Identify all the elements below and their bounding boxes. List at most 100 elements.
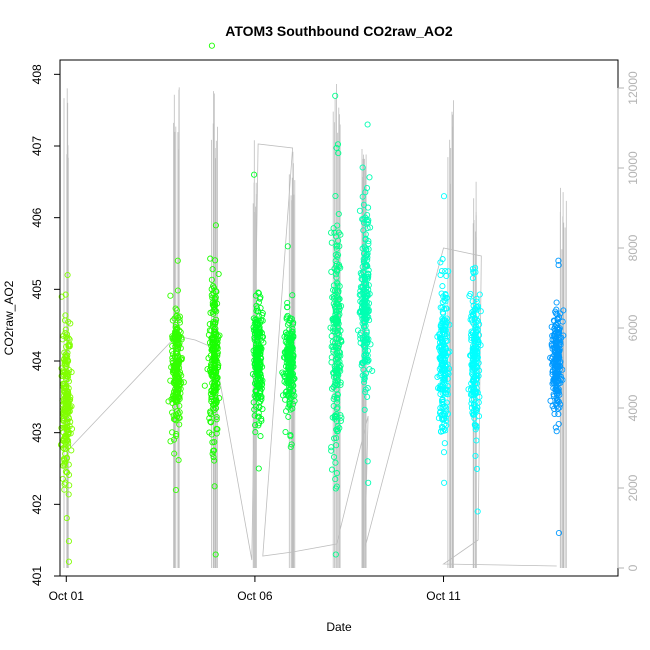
data-point: [252, 292, 259, 299]
data-point: [167, 438, 174, 445]
data-point: [441, 356, 448, 363]
data-point: [65, 491, 72, 498]
data-point: [173, 383, 180, 391]
data-point: [365, 204, 372, 211]
data-point: [335, 313, 342, 320]
data-point: [334, 391, 341, 398]
data-point: [333, 274, 340, 281]
data-point: [439, 283, 446, 290]
data-point: [354, 327, 362, 334]
data-point: [362, 293, 369, 300]
data-point: [473, 465, 481, 472]
data-point: [440, 376, 447, 383]
data-point: [176, 358, 183, 365]
data-point: [174, 257, 181, 264]
data-point: [285, 330, 292, 337]
data-point: [62, 357, 69, 364]
data-point: [288, 441, 295, 448]
data-point: [253, 379, 261, 387]
data-point: [444, 369, 451, 376]
data-point: [365, 246, 372, 253]
data-point: [438, 351, 445, 358]
data-point: [258, 417, 265, 424]
data-point: [359, 263, 366, 270]
x-tick-label: Oct 11: [426, 589, 461, 603]
co2-points: [57, 42, 567, 565]
data-point: [332, 476, 339, 483]
data-point: [289, 292, 296, 299]
data-point: [359, 164, 366, 171]
point-cluster-6: [354, 121, 376, 486]
data-point: [441, 335, 448, 342]
data-point: [471, 315, 478, 322]
point-cluster-8: [465, 264, 484, 515]
point-cluster-1: [165, 257, 187, 494]
data-point: [470, 411, 477, 418]
data-point: [361, 406, 368, 413]
data-point: [363, 333, 370, 340]
data-point: [64, 394, 71, 401]
data-point: [335, 261, 343, 268]
data-point: [173, 398, 180, 405]
data-point: [443, 346, 450, 353]
data-point: [468, 313, 475, 320]
data-point: [215, 270, 222, 278]
data-point: [357, 332, 364, 339]
data-point: [254, 350, 261, 357]
data-point: [63, 515, 70, 522]
point-cluster-5: [327, 92, 345, 558]
data-point: [285, 357, 292, 364]
data-point: [555, 353, 562, 361]
data-point: [436, 385, 443, 392]
data-point: [477, 308, 484, 315]
y-axis-label: CO2raw_AO2: [2, 280, 16, 355]
data-point: [555, 257, 562, 264]
data-point: [477, 342, 484, 349]
data-point: [556, 345, 563, 352]
data-point: [62, 326, 69, 333]
data-point: [547, 397, 554, 404]
data-point: [441, 297, 448, 304]
data-point: [441, 440, 448, 447]
data-point: [207, 361, 215, 368]
data-point: [443, 422, 450, 429]
data-point: [333, 243, 340, 250]
data-point: [361, 379, 368, 386]
data-point: [67, 394, 74, 401]
data-point: [360, 366, 367, 373]
data-point: [256, 403, 263, 410]
data-point: [287, 382, 295, 389]
data-point: [63, 335, 71, 342]
data-point: [439, 396, 446, 403]
data-point: [555, 262, 562, 269]
data-point: [332, 551, 339, 558]
data-point: [554, 365, 562, 372]
data-point: [175, 361, 182, 368]
data-point: [213, 425, 220, 432]
data-point: [209, 393, 216, 400]
data-point: [62, 459, 69, 466]
data-point: [555, 529, 562, 537]
data-point: [212, 257, 219, 264]
data-point: [333, 470, 340, 477]
data-point: [365, 271, 372, 278]
data-point: [255, 410, 262, 417]
data-point: [338, 302, 345, 310]
data-point: [554, 398, 561, 405]
data-point: [167, 292, 174, 299]
axes: 401 402 403 404 405 406 407 408 Oct 01 Oct 06 Oct …: [30, 59, 640, 603]
data-point: [174, 287, 181, 294]
data-point: [284, 304, 291, 311]
data-point: [365, 306, 372, 313]
data-point: [287, 443, 294, 451]
data-point: [365, 300, 373, 307]
data-point: [333, 434, 340, 442]
data-point: [333, 245, 340, 252]
data-point: [551, 331, 558, 338]
data-point: [215, 333, 222, 340]
data-point: [439, 386, 446, 393]
data-point: [444, 386, 451, 393]
data-point: [173, 341, 180, 348]
data-point: [363, 184, 371, 192]
data-point: [337, 412, 344, 419]
